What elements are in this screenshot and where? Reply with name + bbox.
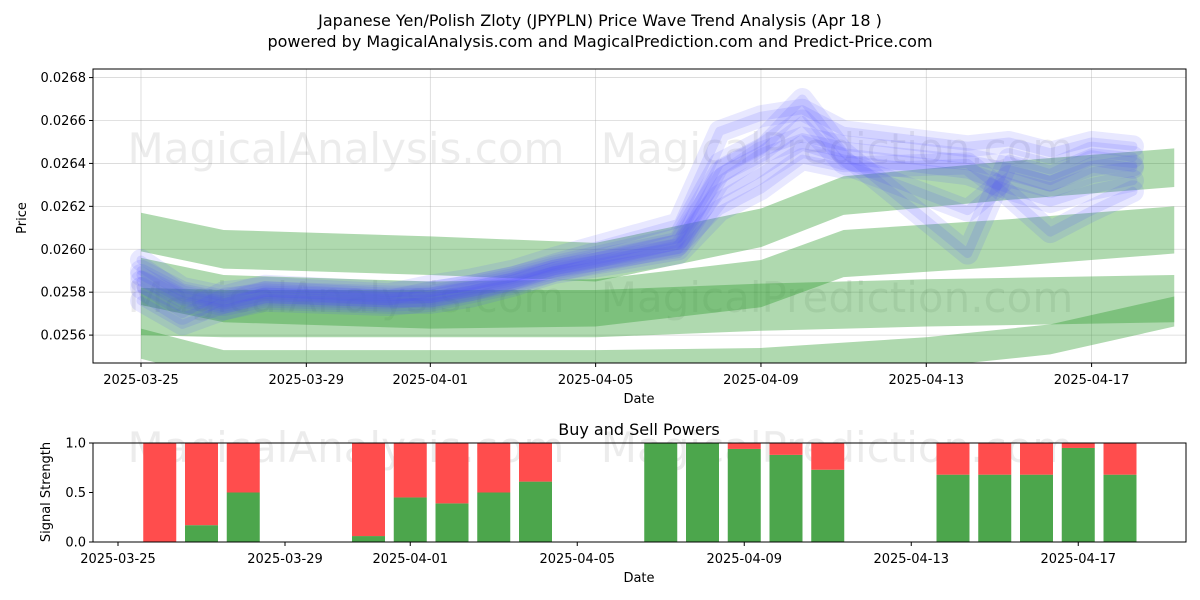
signal-chart-title: Buy and Sell Powers — [558, 420, 720, 439]
price-x-axis-label: Date — [623, 392, 654, 407]
blue-wave-band-1 — [130, 126, 1144, 317]
signal-chart: Buy and Sell Powers MagicalAnalysis.com … — [39, 420, 1187, 586]
blue-wave-core-1 — [136, 133, 1138, 310]
sell-bar — [185, 443, 218, 526]
buy-bar — [1061, 447, 1095, 542]
buy-bar — [393, 497, 427, 542]
price-y-tick-label: 0.0264 — [41, 157, 87, 172]
sell-bar — [936, 443, 970, 475]
watermark-prediction-lower: MagicalPrediction.com — [601, 273, 1074, 322]
watermark-prediction: MagicalPrediction.com — [601, 124, 1074, 173]
price-x-tick-label: 2025-04-05 — [558, 373, 634, 388]
buy-bar — [1103, 474, 1137, 542]
signal-y-ticks: 0.0 0.5 1.0 — [65, 437, 93, 551]
price-x-tick-label: 2025-04-13 — [888, 373, 964, 388]
signal-x-ticks: 2025-03-25 2025-03-29 2025-04-01 2025-04-05… — [80, 542, 1116, 567]
price-y-tick-label: 0.0268 — [41, 71, 87, 86]
signal-x-tick-label: 2025-04-05 — [539, 552, 615, 567]
watermark-analysis-lower: MagicalAnalysis.com — [128, 273, 565, 322]
price-plot-frame — [92, 68, 1187, 364]
buy-bar — [811, 469, 845, 542]
price-x-tick-label: 2025-04-09 — [723, 373, 799, 388]
sell-bar — [811, 443, 845, 470]
blue-wave-core-3 — [136, 141, 1138, 329]
price-chart: MagicalAnalysis.com MagicalPrediction.co… — [15, 68, 1187, 407]
signal-x-tick-label: 2025-04-09 — [706, 552, 782, 567]
chart-title-line2: powered by MagicalAnalysis.com and Magic… — [267, 32, 932, 51]
blue-wave-band-6 — [130, 109, 1144, 312]
sell-bar — [978, 443, 1012, 475]
price-y-tick-label: 0.0256 — [41, 329, 87, 344]
blue-wave-band-5 — [130, 148, 1144, 321]
price-x-ticks: 2025-03-25 2025-03-29 2025-04-01 2025-04-05… — [103, 363, 1129, 388]
price-y-tick-label: 0.0260 — [41, 243, 87, 258]
sell-bar — [143, 443, 177, 542]
price-y-tick-label: 0.0266 — [41, 114, 87, 129]
signal-x-tick-label: 2025-04-13 — [873, 552, 949, 567]
buy-bar — [936, 474, 970, 542]
sell-bar — [435, 443, 469, 504]
sell-bar — [477, 443, 511, 493]
buy-bar — [1020, 474, 1053, 542]
price-x-tick-label: 2025-03-25 — [103, 373, 179, 388]
blue-wave-core-4 — [136, 94, 1138, 301]
price-y-axis-label: Price — [15, 202, 30, 234]
green-band-3 — [141, 275, 1175, 338]
buy-bar — [477, 492, 511, 542]
sell-bar — [1020, 443, 1053, 475]
blue-wave-band-4 — [130, 88, 1144, 308]
signal-y-tick-label: 1.0 — [65, 437, 86, 452]
signal-x-tick-label: 2025-04-17 — [1040, 552, 1116, 567]
signal-x-tick-label: 2025-04-01 — [372, 552, 448, 567]
price-x-tick-label: 2025-03-29 — [269, 373, 345, 388]
green-band-1 — [141, 148, 1175, 282]
price-y-ticks: 0.0256 0.0258 0.0260 0.0262 0.0264 0.0266 0.02… — [41, 71, 93, 344]
buy-bar — [435, 503, 469, 542]
signal-y-tick-label: 0.0 — [65, 536, 86, 551]
buy-bar — [519, 481, 552, 542]
signal-watermarks: MagicalAnalysis.com MagicalPrediction.co… — [128, 423, 1074, 472]
signal-x-axis-label: Date — [623, 571, 654, 586]
sell-bar — [1061, 443, 1095, 448]
sell-bar — [727, 443, 761, 449]
sell-bar — [393, 443, 427, 498]
blue-wave-core-5 — [136, 154, 1138, 314]
sell-bar — [769, 443, 803, 455]
sell-bar — [352, 443, 385, 537]
price-gridlines — [93, 69, 1186, 363]
price-x-tick-label: 2025-04-01 — [393, 373, 469, 388]
buy-bar — [644, 443, 678, 542]
green-band-2 — [141, 206, 1175, 329]
price-x-tick-label: 2025-04-17 — [1054, 373, 1130, 388]
blue-wave-core-6 — [136, 116, 1138, 306]
signal-x-tick-label: 2025-03-25 — [80, 552, 156, 567]
buy-bar — [185, 525, 218, 542]
sell-bar — [519, 443, 552, 482]
price-y-tick-label: 0.0262 — [41, 200, 87, 215]
blue-wave-band-2 — [130, 98, 1144, 325]
sell-bar — [226, 443, 260, 493]
blue-wave-core-2 — [136, 105, 1138, 319]
watermark-analysis: MagicalAnalysis.com — [128, 124, 565, 173]
buy-bar — [978, 474, 1012, 542]
chart-title-line1: Japanese Yen/Polish Zloty (JPYPLN) Price… — [317, 11, 882, 30]
green-band-4 — [141, 296, 1175, 363]
price-watermarks: MagicalAnalysis.com MagicalPrediction.co… — [128, 124, 1074, 322]
buy-bar — [727, 448, 761, 542]
buy-bar — [769, 454, 803, 542]
signal-x-tick-label: 2025-03-29 — [247, 552, 323, 567]
green-trend-bands — [141, 148, 1175, 363]
signal-y-axis-label: Signal Strength — [39, 442, 54, 542]
blue-wave-band-3 — [130, 135, 1144, 336]
sell-bar — [1103, 443, 1137, 475]
buy-bar — [686, 443, 719, 542]
blue-wave-bands — [130, 88, 1144, 336]
buy-bar — [352, 536, 385, 542]
signal-y-tick-label: 0.5 — [65, 486, 86, 501]
signal-bars — [143, 443, 1137, 542]
buy-bar — [226, 492, 260, 542]
price-y-tick-label: 0.0258 — [41, 286, 87, 301]
